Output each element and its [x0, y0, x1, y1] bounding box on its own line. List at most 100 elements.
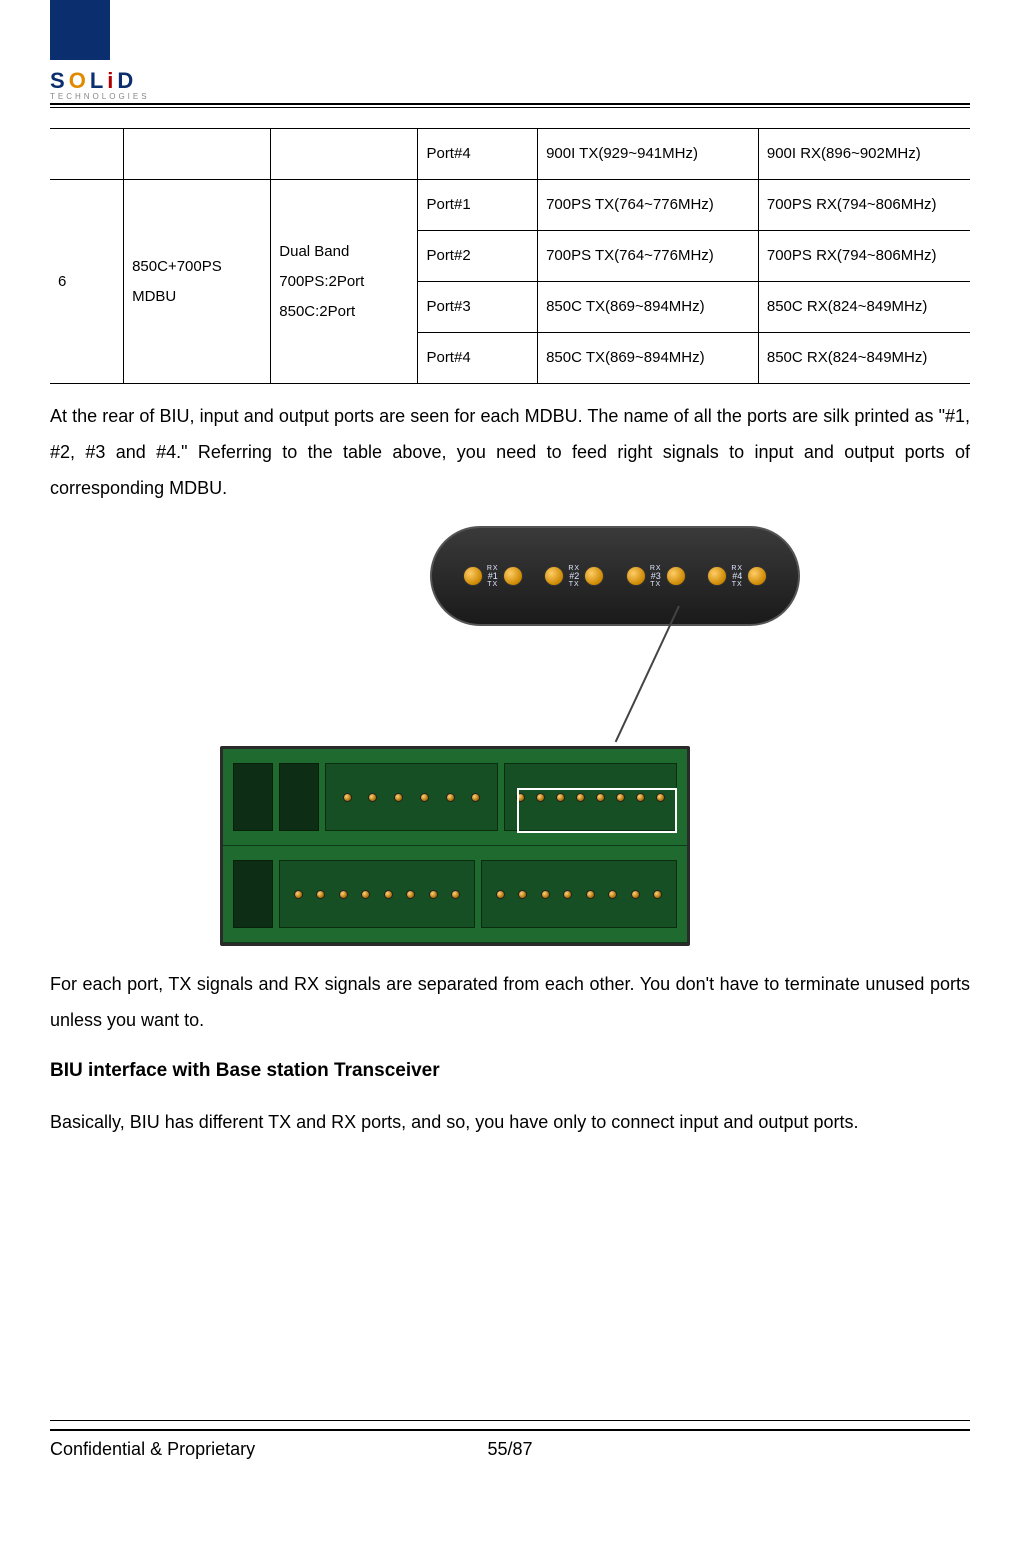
- cell-index: 6: [50, 180, 124, 384]
- mini-connector-icon: [406, 890, 415, 899]
- callout-zoom-oval: RX #1 TX RX #2 TX RX #3: [430, 526, 800, 626]
- header-rule-thin: [50, 107, 970, 108]
- port-num: #4: [732, 572, 742, 581]
- port-label: RX #4 TX: [731, 565, 743, 588]
- footer-left: Confidential & Proprietary: [50, 1439, 357, 1460]
- mini-connector-icon: [541, 890, 550, 899]
- connector-icon: [463, 566, 483, 586]
- callout-port-3: RX #3 TX: [626, 565, 686, 588]
- table-row: Port#4 900I TX(929~941MHz) 900I RX(896~9…: [50, 129, 970, 180]
- logo-letter-o: O: [69, 68, 90, 93]
- mini-connector-icon: [451, 890, 460, 899]
- connector-icon: [584, 566, 604, 586]
- port-label: RX #3 TX: [650, 565, 662, 588]
- slot-label: [233, 763, 273, 830]
- cell-port: Port#2: [418, 231, 538, 282]
- cell-module-name: 850C+700PS MDBU: [124, 180, 271, 384]
- logo-square: [50, 0, 110, 60]
- tx-label: TX: [487, 581, 498, 588]
- mini-connector-icon: [446, 793, 455, 802]
- slot-ports: [279, 860, 475, 927]
- mini-connector-icon: [343, 793, 352, 802]
- callout-port-4: RX #4 TX: [707, 565, 767, 588]
- mini-connector-icon: [496, 890, 505, 899]
- callout-port-1: RX #1 TX: [463, 565, 523, 588]
- slot-label: [279, 763, 319, 830]
- mini-connector-icon: [653, 890, 662, 899]
- callout-port-2: RX #2 TX: [544, 565, 604, 588]
- port-num: #1: [488, 572, 498, 581]
- logo-letter-i: i: [107, 68, 117, 93]
- mini-connector-icon: [563, 890, 572, 899]
- cell-rx: 850C RX(824~849MHz): [758, 282, 970, 333]
- mdbu-highlight-box: [517, 788, 677, 833]
- mini-connector-icon: [361, 890, 370, 899]
- connector-icon: [626, 566, 646, 586]
- cell-tx: 850C TX(869~894MHz): [538, 282, 759, 333]
- header-rule-thick: [50, 103, 970, 105]
- logo-text-wrap: SOLiD TECHNOLOGIES: [50, 70, 970, 101]
- callout-leader-line: [615, 606, 680, 743]
- mini-connector-icon: [394, 793, 403, 802]
- cell-empty: [50, 129, 124, 180]
- tx-label: TX: [732, 581, 743, 588]
- port-label: RX #2 TX: [568, 565, 580, 588]
- section-heading: BIU interface with Base station Transcei…: [50, 1052, 970, 1090]
- cell-port: Port#4: [418, 333, 538, 384]
- mdbu-port-table: Port#4 900I TX(929~941MHz) 900I RX(896~9…: [50, 128, 970, 384]
- footer-page-number: 55/87: [357, 1439, 664, 1460]
- connector-icon: [666, 566, 686, 586]
- footer-right: [663, 1439, 970, 1460]
- chassis-row-bottom: [223, 846, 687, 943]
- cell-rx: 900I RX(896~902MHz): [758, 129, 970, 180]
- mini-connector-icon: [368, 793, 377, 802]
- connector-icon: [747, 566, 767, 586]
- cell-tx: 700PS TX(764~776MHz): [538, 231, 759, 282]
- connector-icon: [544, 566, 564, 586]
- mini-connector-icon: [420, 793, 429, 802]
- header-logo: SOLiD TECHNOLOGIES: [50, 0, 970, 101]
- cell-port: Port#1: [418, 180, 538, 231]
- cell-empty: [271, 129, 418, 180]
- mini-connector-icon: [586, 890, 595, 899]
- cell-tx: 850C TX(869~894MHz): [538, 333, 759, 384]
- cell-rx: 700PS RX(794~806MHz): [758, 180, 970, 231]
- mini-connector-icon: [294, 890, 303, 899]
- logo-letter-d: D: [117, 68, 137, 93]
- slot-ports: [481, 860, 677, 927]
- footer-rule-thick: [50, 1429, 970, 1431]
- mini-connector-icon: [429, 890, 438, 899]
- connector-icon: [707, 566, 727, 586]
- page-footer: Confidential & Proprietary 55/87: [50, 1439, 970, 1460]
- mini-connector-icon: [631, 890, 640, 899]
- footer-rule-thin: [50, 1420, 970, 1421]
- port-num: #2: [569, 572, 579, 581]
- port-num: #3: [651, 572, 661, 581]
- paragraph-1: At the rear of BIU, input and output por…: [50, 398, 970, 506]
- cell-tx: 700PS TX(764~776MHz): [538, 180, 759, 231]
- page: SOLiD TECHNOLOGIES Port#4 900I TX(929~94…: [0, 0, 1020, 1562]
- cell-module-desc: Dual Band 700PS:2Port 850C:2Port: [271, 180, 418, 384]
- table-row: 6 850C+700PS MDBU Dual Band 700PS:2Port …: [50, 180, 970, 231]
- tx-label: TX: [650, 581, 661, 588]
- mini-connector-icon: [608, 890, 617, 899]
- logo-brand: SOLiD: [50, 70, 970, 92]
- slot-ports: [325, 763, 498, 830]
- cell-rx: 850C RX(824~849MHz): [758, 333, 970, 384]
- connector-icon: [503, 566, 523, 586]
- port-label: RX #1 TX: [487, 565, 499, 588]
- mini-connector-icon: [339, 890, 348, 899]
- cell-rx: 700PS RX(794~806MHz): [758, 231, 970, 282]
- logo-letter-l: L: [90, 68, 107, 93]
- cell-empty: [124, 129, 271, 180]
- slot-label: [233, 860, 273, 927]
- chassis-panel: [220, 746, 690, 946]
- mini-connector-icon: [316, 890, 325, 899]
- cell-port: Port#3: [418, 282, 538, 333]
- mini-connector-icon: [384, 890, 393, 899]
- paragraph-2: For each port, TX signals and RX signals…: [50, 966, 970, 1038]
- tx-label: TX: [569, 581, 580, 588]
- mini-connector-icon: [471, 793, 480, 802]
- mini-connector-icon: [518, 890, 527, 899]
- cell-port: Port#4: [418, 129, 538, 180]
